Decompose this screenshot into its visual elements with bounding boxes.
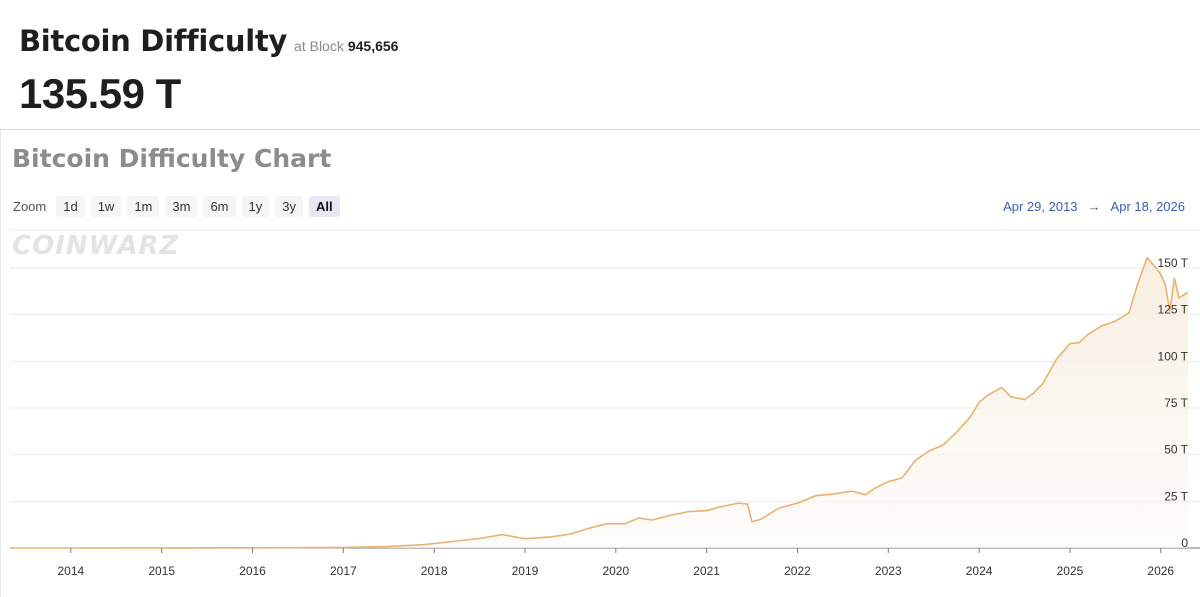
zoom-controls: Zoom 1d 1w 1m 3m 6m 1y 3y All	[13, 196, 342, 217]
y-tick-label-50: 50 T	[1164, 443, 1188, 457]
x-tick-label-2014: 2014	[58, 564, 85, 578]
y-tick-label-0: 0	[1181, 536, 1188, 550]
watermark-text: COINWARZ	[12, 231, 180, 261]
area-fill	[10, 257, 1188, 548]
zoom-button-1m[interactable]: 1m	[127, 196, 160, 217]
series-area	[10, 257, 1188, 548]
zoom-button-3y[interactable]: 3y	[275, 196, 303, 217]
y-tick-label-125: 125 T	[1158, 303, 1189, 317]
x-axis: 2014 2015 2016 2017 2018 2019 2020 2021 2022 2023…	[58, 548, 1174, 578]
zoom-button-1w[interactable]: 1w	[90, 196, 122, 217]
y-tick-label-75: 75 T	[1164, 396, 1188, 410]
x-tick-label-2015: 2015	[148, 564, 175, 578]
x-tick-label-2026: 2026	[1147, 564, 1174, 578]
x-tick-label-2018: 2018	[421, 564, 448, 578]
range-arrow-icon: →	[1087, 199, 1101, 214]
block-number: 945,656	[347, 38, 399, 54]
date-range: Apr 29, 2013 → Apr 18, 2026	[1003, 199, 1185, 214]
x-tick-label-2022: 2022	[784, 564, 811, 578]
page-title: Bitcoin Difficulty	[19, 24, 288, 58]
current-difficulty-value: 135.59 T	[19, 70, 181, 117]
coinwarz-watermark: COINWARZ	[12, 231, 180, 261]
y-tick-label-150: 150 T	[1158, 256, 1189, 270]
x-tick-label-2024: 2024	[966, 564, 993, 578]
title-row: Bitcoin Difficulty at Block 945,656	[19, 24, 398, 58]
zoom-button-3m[interactable]: 3m	[165, 196, 198, 217]
x-tick-label-2017: 2017	[330, 564, 357, 578]
x-tick-label-2021: 2021	[693, 564, 720, 578]
x-tick-label-2019: 2019	[512, 564, 539, 578]
range-end-date[interactable]: Apr 18, 2026	[1110, 199, 1185, 214]
series-line	[10, 256, 1189, 549]
range-start-date[interactable]: Apr 29, 2013	[1003, 199, 1078, 214]
zoom-button-all[interactable]: All	[308, 196, 340, 217]
difficulty-chart[interactable]: COINWARZ 2014 2015 2016 2017 2018 2019 2020 202…	[0, 130, 1200, 597]
x-tick-label-2020: 2020	[602, 564, 629, 578]
zoom-button-6m[interactable]: 6m	[203, 196, 236, 217]
y-tick-label-25: 25 T	[1164, 489, 1188, 503]
chart-panel: Bitcoin Difficulty Chart Zoom 1d 1w 1m 3…	[0, 130, 1200, 597]
x-tick-label-2025: 2025	[1057, 564, 1084, 578]
header: Bitcoin Difficulty at Block 945,656 135.…	[0, 0, 1200, 130]
chart-title: Bitcoin Difficulty Chart	[12, 144, 332, 173]
y-axis: 0 25 T 50 T 75 T 100 T 125 T 150 T	[1158, 256, 1189, 550]
x-tick-label-2023: 2023	[875, 564, 902, 578]
y-tick-label-100: 100 T	[1158, 349, 1189, 363]
at-block-label: at Block	[294, 38, 344, 54]
zoom-label: Zoom	[13, 199, 47, 214]
zoom-button-1d[interactable]: 1d	[56, 196, 85, 217]
series-path	[10, 256, 1189, 549]
zoom-button-1y[interactable]: 1y	[241, 196, 270, 217]
x-tick-label-2016: 2016	[239, 564, 266, 578]
